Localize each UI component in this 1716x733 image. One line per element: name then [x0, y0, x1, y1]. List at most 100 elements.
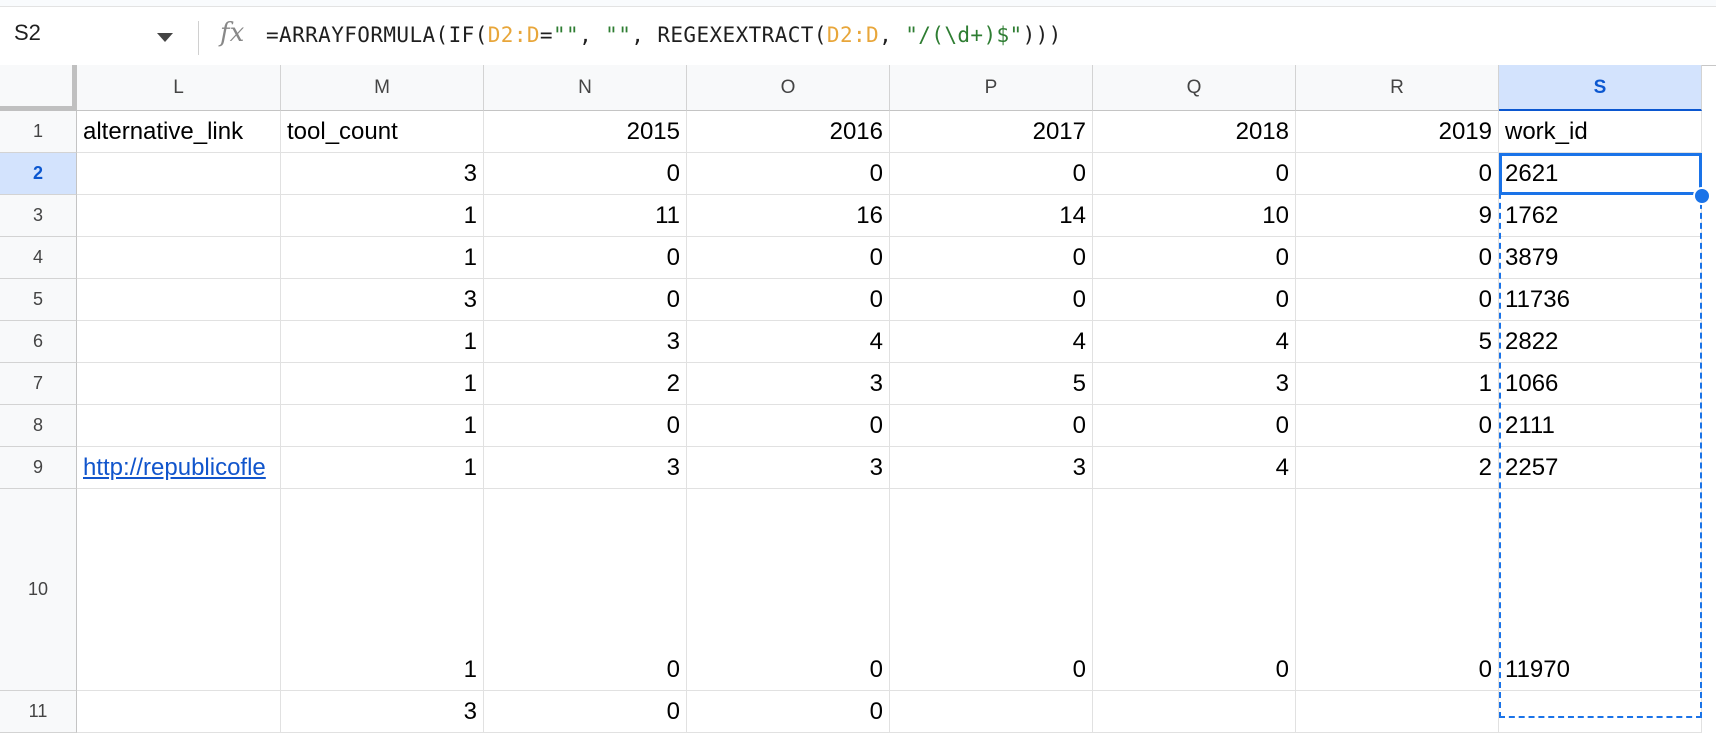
cell-o3[interactable]: 16 [687, 195, 890, 237]
fill-handle[interactable] [1693, 187, 1711, 205]
cell-o11[interactable]: 0 [687, 691, 890, 733]
cell-s2[interactable]: 2621 [1499, 153, 1702, 195]
row-header-6[interactable]: 6 [0, 321, 77, 363]
cell-n8[interactable]: 0 [484, 405, 687, 447]
cell-q6[interactable]: 4 [1093, 321, 1296, 363]
cell-l4[interactable] [77, 237, 281, 279]
cell-p9[interactable]: 3 [890, 447, 1093, 489]
cell-s1[interactable]: work_id [1499, 111, 1702, 153]
cell-m2[interactable]: 3 [281, 153, 484, 195]
column-header-l[interactable]: L [77, 65, 281, 111]
cell-l11[interactable] [77, 691, 281, 733]
cell-r8[interactable]: 0 [1296, 405, 1499, 447]
select-all-corner[interactable] [0, 65, 77, 111]
cell-n2[interactable]: 0 [484, 153, 687, 195]
cell-p3[interactable]: 14 [890, 195, 1093, 237]
cell-l7[interactable] [77, 363, 281, 405]
cell-q4[interactable]: 0 [1093, 237, 1296, 279]
cell-r3[interactable]: 9 [1296, 195, 1499, 237]
cell-n10[interactable]: 0 [484, 489, 687, 691]
cell-l1[interactable]: alternative_link [77, 111, 281, 153]
cell-p7[interactable]: 5 [890, 363, 1093, 405]
cell-l5[interactable] [77, 279, 281, 321]
row-header-2[interactable]: 2 [0, 153, 77, 195]
cell-n7[interactable]: 2 [484, 363, 687, 405]
row-header-1[interactable]: 1 [0, 111, 77, 153]
cell-q10[interactable]: 0 [1093, 489, 1296, 691]
cell-q8[interactable]: 0 [1093, 405, 1296, 447]
cell-q2[interactable]: 0 [1093, 153, 1296, 195]
cell-p8[interactable]: 0 [890, 405, 1093, 447]
cell-m7[interactable]: 1 [281, 363, 484, 405]
cell-q5[interactable]: 0 [1093, 279, 1296, 321]
column-header-s[interactable]: S [1499, 65, 1702, 111]
cell-m9[interactable]: 1 [281, 447, 484, 489]
cell-o4[interactable]: 0 [687, 237, 890, 279]
cell-o2[interactable]: 0 [687, 153, 890, 195]
cell-s6[interactable]: 2822 [1499, 321, 1702, 363]
formula-input[interactable]: =ARRAYFORMULA(IF(D2:D="", "", REGEXEXTRA… [266, 23, 1062, 47]
cell-l2[interactable] [77, 153, 281, 195]
cell-s11[interactable] [1499, 691, 1702, 733]
cell-q11[interactable] [1093, 691, 1296, 733]
cell-o7[interactable]: 3 [687, 363, 890, 405]
cell-n11[interactable]: 0 [484, 691, 687, 733]
cell-o8[interactable]: 0 [687, 405, 890, 447]
row-header-4[interactable]: 4 [0, 237, 77, 279]
column-header-p[interactable]: P [890, 65, 1093, 111]
row-header-5[interactable]: 5 [0, 279, 77, 321]
cell-l3[interactable] [77, 195, 281, 237]
cell-m11[interactable]: 3 [281, 691, 484, 733]
cell-m3[interactable]: 1 [281, 195, 484, 237]
cell-n3[interactable]: 11 [484, 195, 687, 237]
row-header-9[interactable]: 9 [0, 447, 77, 489]
cell-r4[interactable]: 0 [1296, 237, 1499, 279]
cell-l6[interactable] [77, 321, 281, 363]
cell-q3[interactable]: 10 [1093, 195, 1296, 237]
cell-r10[interactable]: 0 [1296, 489, 1499, 691]
cell-link[interactable]: http://republicofle [83, 454, 266, 481]
cell-s8[interactable]: 2111 [1499, 405, 1702, 447]
cell-o9[interactable]: 3 [687, 447, 890, 489]
cell-n5[interactable]: 0 [484, 279, 687, 321]
cell-p1[interactable]: 2017 [890, 111, 1093, 153]
cell-l9[interactable]: http://republicofle [77, 447, 281, 489]
cell-s3[interactable]: 1762 [1499, 195, 1702, 237]
cell-r11[interactable] [1296, 691, 1499, 733]
cell-o1[interactable]: 2016 [687, 111, 890, 153]
cell-s4[interactable]: 3879 [1499, 237, 1702, 279]
cell-m10[interactable]: 1 [281, 489, 484, 691]
cell-l8[interactable] [77, 405, 281, 447]
cell-r7[interactable]: 1 [1296, 363, 1499, 405]
name-box[interactable]: S2 [14, 20, 41, 45]
cell-r2[interactable]: 0 [1296, 153, 1499, 195]
row-header-7[interactable]: 7 [0, 363, 77, 405]
cell-s7[interactable]: 1066 [1499, 363, 1702, 405]
cell-p4[interactable]: 0 [890, 237, 1093, 279]
cell-p10[interactable]: 0 [890, 489, 1093, 691]
cell-r9[interactable]: 2 [1296, 447, 1499, 489]
cell-r1[interactable]: 2019 [1296, 111, 1499, 153]
column-header-r[interactable]: R [1296, 65, 1499, 111]
cell-s5[interactable]: 11736 [1499, 279, 1702, 321]
cell-m6[interactable]: 1 [281, 321, 484, 363]
column-header-o[interactable]: O [687, 65, 890, 111]
row-header-11[interactable]: 11 [0, 691, 77, 733]
cell-m5[interactable]: 3 [281, 279, 484, 321]
cell-r6[interactable]: 5 [1296, 321, 1499, 363]
cell-n9[interactable]: 3 [484, 447, 687, 489]
cell-m8[interactable]: 1 [281, 405, 484, 447]
cell-s10[interactable]: 11970 [1499, 489, 1702, 691]
cell-o6[interactable]: 4 [687, 321, 890, 363]
cell-q7[interactable]: 3 [1093, 363, 1296, 405]
cell-p11[interactable] [890, 691, 1093, 733]
cell-m4[interactable]: 1 [281, 237, 484, 279]
cell-s9[interactable]: 2257 [1499, 447, 1702, 489]
cell-n6[interactable]: 3 [484, 321, 687, 363]
row-header-10[interactable]: 10 [0, 489, 77, 691]
cell-q9[interactable]: 4 [1093, 447, 1296, 489]
cell-p6[interactable]: 4 [890, 321, 1093, 363]
name-box-dropdown-icon[interactable] [157, 33, 173, 42]
column-header-n[interactable]: N [484, 65, 687, 111]
cell-o5[interactable]: 0 [687, 279, 890, 321]
